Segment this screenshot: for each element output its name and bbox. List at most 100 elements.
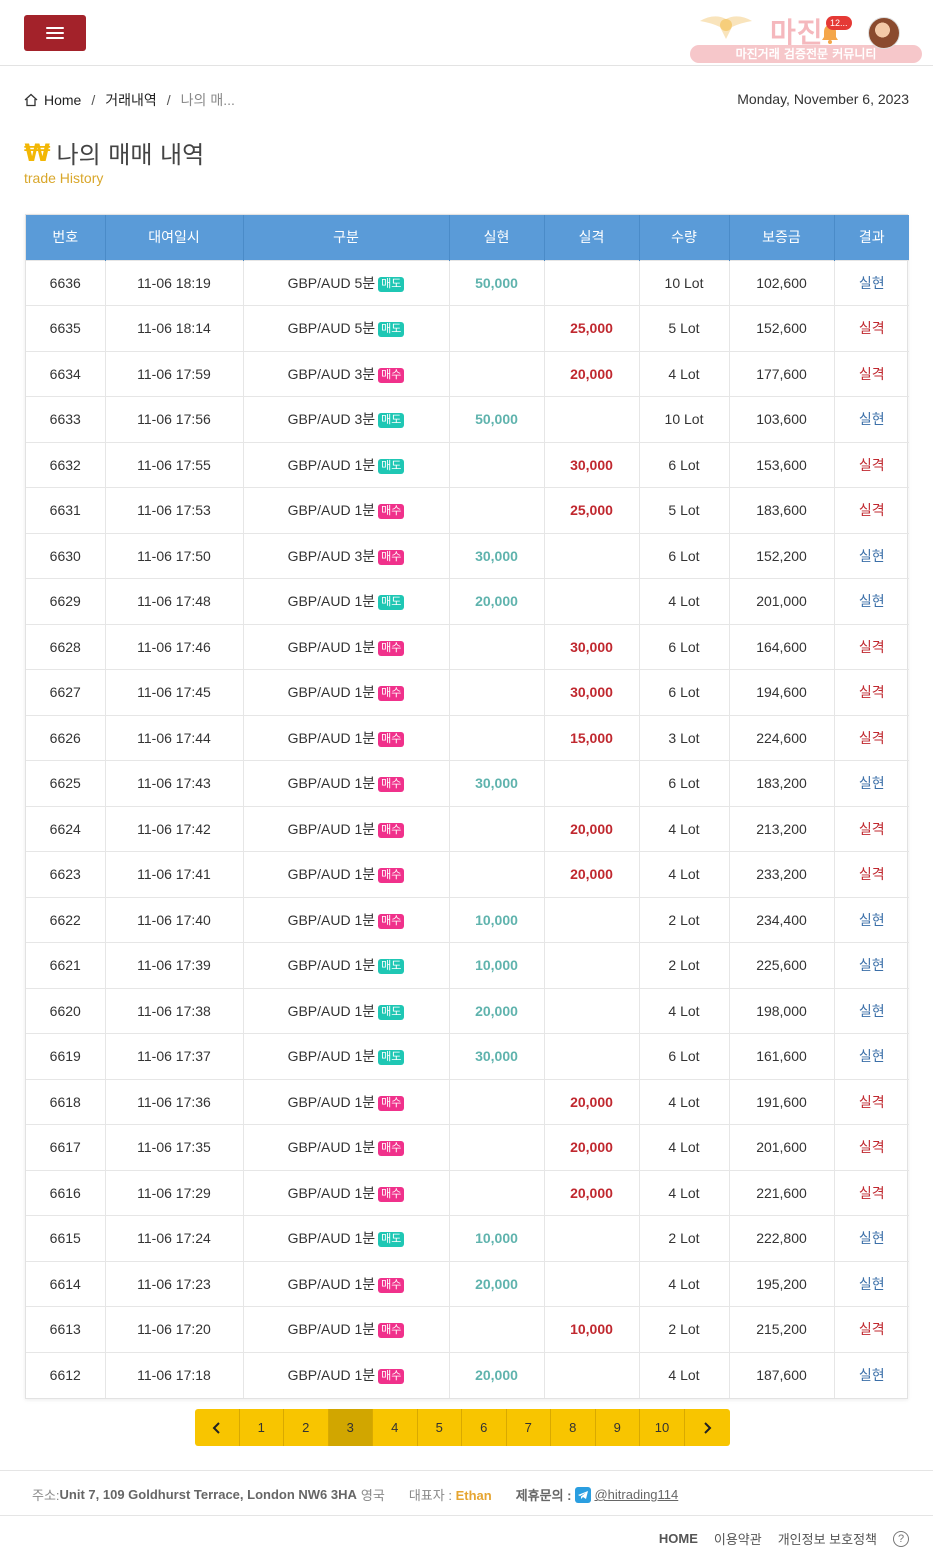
notification-badge: 12... xyxy=(826,16,852,30)
cell-result: 실현 xyxy=(834,987,909,1034)
pair-label: GBP/AUD 1분 xyxy=(287,1002,376,1019)
cell-quantity: 4 Lot xyxy=(639,1124,730,1170)
footer-home-link[interactable]: HOME xyxy=(658,1531,698,1546)
cell-time: 11-06 17:41 xyxy=(105,851,244,897)
cell-loss: 10,000 xyxy=(544,1306,640,1352)
pagination-page[interactable]: 10 xyxy=(640,1409,685,1446)
cell-win: 30,000 xyxy=(449,532,545,579)
column-header-time[interactable]: 대여일시 xyxy=(105,215,244,260)
side-badge: 매도 xyxy=(378,595,405,611)
cell-loss xyxy=(544,942,640,988)
cell-win xyxy=(449,1306,545,1352)
cell-loss xyxy=(544,1215,640,1261)
cell-quantity: 4 Lot xyxy=(639,578,730,624)
pagination-page[interactable]: 5 xyxy=(418,1409,462,1446)
cell-result: 실현 xyxy=(834,760,909,806)
cell-type: GBP/AUD 1분 매도 xyxy=(243,1033,450,1079)
cell-quantity: 6 Lot xyxy=(639,623,730,670)
cell-number: 6631 xyxy=(26,487,106,533)
cell-quantity: 4 Lot xyxy=(639,1351,730,1398)
side-badge: 매수 xyxy=(378,777,405,793)
cell-win: 50,000 xyxy=(449,396,545,442)
notification-button[interactable]: 12... xyxy=(818,16,852,44)
cell-type: GBP/AUD 1분 매수 xyxy=(243,805,450,852)
column-header-quantity[interactable]: 수량 xyxy=(639,215,730,260)
pagination-page[interactable]: 4 xyxy=(373,1409,418,1446)
pair-label: GBP/AUD 1분 xyxy=(287,820,376,837)
cell-deposit: 164,600 xyxy=(729,623,835,670)
question-circle-icon[interactable]: ? xyxy=(893,1530,909,1547)
pair-label: GBP/AUD 1분 xyxy=(287,1139,376,1156)
side-badge: 매수 xyxy=(378,913,405,929)
table-row: 6626 11-06 17:44 GBP/AUD 1분 매수 15,000 3 Lot 22… xyxy=(26,714,909,761)
pagination-next-button[interactable] xyxy=(685,1409,730,1446)
cell-time: 11-06 17:38 xyxy=(105,987,244,1034)
column-header-result[interactable]: 결과 xyxy=(834,215,909,260)
column-header-deposit[interactable]: 보증금 xyxy=(729,215,835,260)
chevron-left-icon xyxy=(212,1421,220,1434)
column-header-number[interactable]: 번호 xyxy=(26,215,106,260)
hamburger-icon xyxy=(46,27,64,39)
cell-number: 6613 xyxy=(26,1306,106,1352)
cell-loss xyxy=(544,578,640,624)
cell-win: 30,000 xyxy=(449,760,545,806)
cell-type: GBP/AUD 1분 매수 xyxy=(243,1260,450,1307)
cell-deposit: 221,600 xyxy=(729,1169,835,1216)
column-header-win[interactable]: 실현 xyxy=(449,215,545,260)
cell-result: 실격 xyxy=(834,305,909,351)
cell-result: 실현 xyxy=(834,259,909,306)
breadcrumb-home[interactable]: Home xyxy=(44,92,82,108)
cell-number: 6630 xyxy=(26,532,106,579)
pagination-page[interactable]: 8 xyxy=(551,1409,596,1446)
cell-number: 6624 xyxy=(26,805,106,852)
breadcrumb-current: 나의 매... xyxy=(180,92,235,108)
side-badge: 매수 xyxy=(378,504,405,520)
cell-deposit: 187,600 xyxy=(729,1351,835,1398)
column-header-loss[interactable]: 실격 xyxy=(544,215,640,260)
cell-quantity: 4 Lot xyxy=(639,987,730,1034)
pagination-page[interactable]: 2 xyxy=(284,1409,329,1446)
cell-number: 6626 xyxy=(26,714,106,761)
cell-win: 10,000 xyxy=(449,1215,545,1261)
footer-terms-link[interactable]: 이용약관 xyxy=(713,1532,762,1547)
cell-time: 11-06 17:46 xyxy=(105,623,244,670)
cell-quantity: 5 Lot xyxy=(639,305,730,351)
cell-number: 6632 xyxy=(26,441,106,488)
cell-time: 11-06 17:18 xyxy=(105,1351,244,1398)
column-header-type[interactable]: 구분 xyxy=(243,215,450,260)
table-row: 6627 11-06 17:45 GBP/AUD 1분 매수 30,000 6 Lot 19… xyxy=(26,669,909,715)
pair-label: GBP/AUD 1분 xyxy=(287,957,376,974)
pagination-prev-button[interactable] xyxy=(195,1409,240,1446)
cell-number: 6621 xyxy=(26,942,106,988)
cell-type: GBP/AUD 1분 매수 xyxy=(243,669,450,715)
site-logo[interactable]: 마진 마진거래 검증전문 커뮤니티 xyxy=(690,9,922,63)
table-row: 6630 11-06 17:50 GBP/AUD 3분 매수 30,000 6 Lot 15… xyxy=(26,532,909,579)
pagination-page[interactable]: 6 xyxy=(462,1409,507,1446)
footer-privacy-link[interactable]: 개인정보 보호정책 xyxy=(777,1532,877,1547)
pagination-page[interactable]: 9 xyxy=(596,1409,640,1446)
pagination-page[interactable]: 1 xyxy=(240,1409,284,1446)
avatar[interactable] xyxy=(868,17,900,49)
cell-type: GBP/AUD 1분 매도 xyxy=(243,987,450,1034)
cell-loss: 20,000 xyxy=(544,805,640,852)
cell-win: 20,000 xyxy=(449,1260,545,1307)
cell-result: 실격 xyxy=(834,851,909,897)
cell-deposit: 222,800 xyxy=(729,1215,835,1261)
cell-number: 6635 xyxy=(26,305,106,351)
cell-loss: 30,000 xyxy=(544,623,640,670)
pagination-page-current[interactable]: 3 xyxy=(328,1409,373,1446)
rep-label: 대표자 : xyxy=(408,1488,452,1503)
telegram-link[interactable]: @hitrading114 xyxy=(594,1487,679,1502)
side-badge: 매수 xyxy=(378,367,405,383)
menu-button[interactable] xyxy=(24,15,86,51)
cell-win: 10,000 xyxy=(449,896,545,943)
breadcrumb-separator: / xyxy=(166,92,171,108)
cell-time: 11-06 17:59 xyxy=(105,350,244,397)
address-country: 영국 xyxy=(360,1488,385,1503)
cell-quantity: 10 Lot xyxy=(639,259,730,306)
table-row: 6634 11-06 17:59 GBP/AUD 3분 매수 20,000 4 Lot 17… xyxy=(26,350,909,397)
breadcrumb-trade[interactable]: 거래내역 xyxy=(105,92,157,108)
won-icon: ₩ xyxy=(24,138,51,167)
cell-type: GBP/AUD 1분 매도 xyxy=(243,578,450,624)
pagination-page[interactable]: 7 xyxy=(507,1409,551,1446)
